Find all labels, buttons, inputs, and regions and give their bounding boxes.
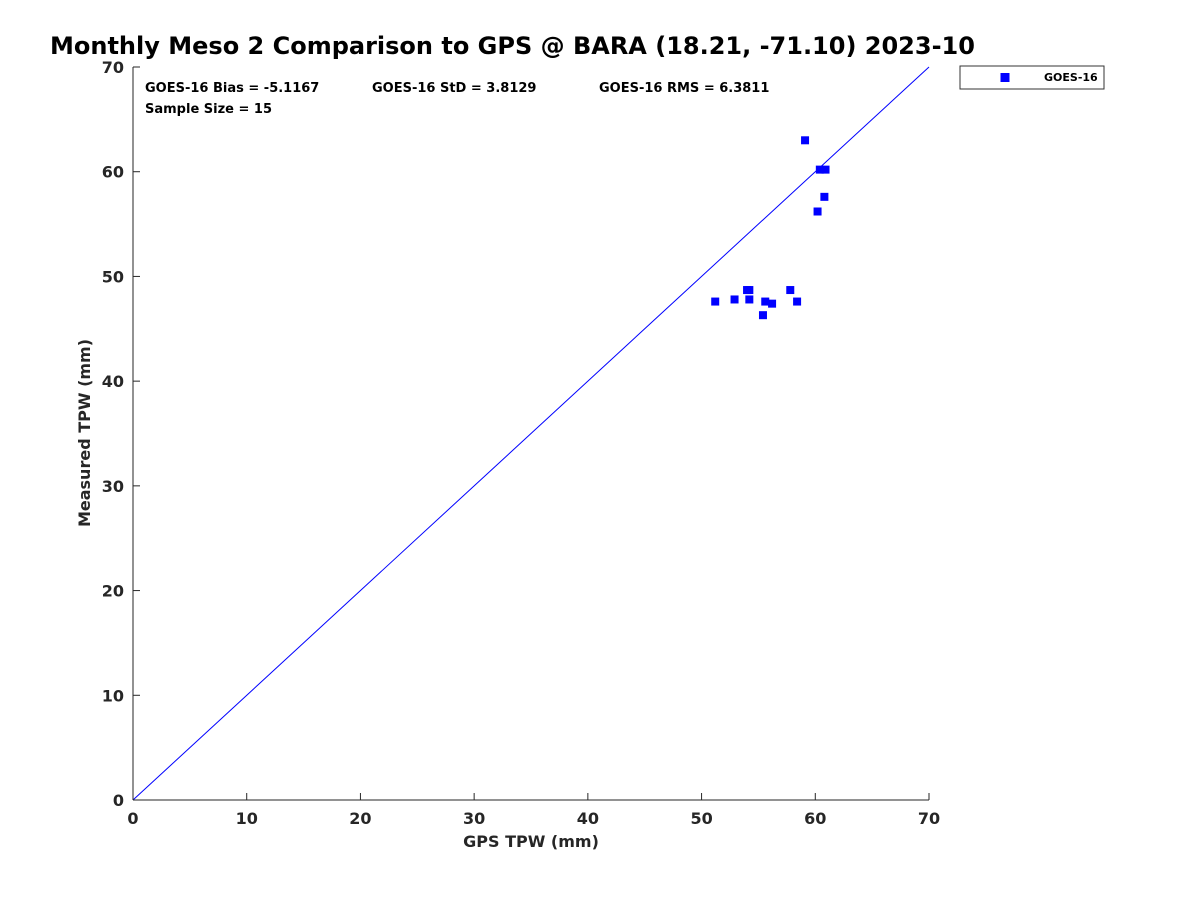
data-point xyxy=(745,286,754,295)
legend: GOES-16 xyxy=(959,65,1105,90)
y-tick-label: 20 xyxy=(102,582,124,601)
data-point xyxy=(815,165,824,174)
data-point xyxy=(711,297,720,306)
legend-label: GOES-16 xyxy=(1044,71,1098,84)
data-point xyxy=(730,295,739,304)
x-tick-label: 10 xyxy=(236,809,258,828)
y-tick-label: 60 xyxy=(102,163,124,182)
data-point xyxy=(786,286,795,295)
x-tick-label: 0 xyxy=(127,809,138,828)
data-point xyxy=(813,207,822,216)
plot-area: 0 10 20 30 40 50 60 70 0 10 20 30 40 50 60 70 xyxy=(102,58,940,828)
y-tick-label: 10 xyxy=(102,686,124,705)
data-point xyxy=(745,295,754,304)
data-point xyxy=(801,136,810,145)
data-point xyxy=(761,297,770,306)
data-point xyxy=(820,192,829,201)
data-point xyxy=(758,311,767,320)
y-tick-label: 0 xyxy=(113,791,124,810)
data-point xyxy=(768,299,777,308)
x-tick-label: 20 xyxy=(349,809,371,828)
data-point xyxy=(793,297,802,306)
sample-size-annotation: Sample Size = 15 xyxy=(145,102,272,117)
std-annotation: GOES-16 StD = 3.8129 xyxy=(372,81,536,96)
y-tick-label: 40 xyxy=(102,372,124,391)
x-axis-label: GPS TPW (mm) xyxy=(463,832,599,851)
legend-marker-square xyxy=(1000,73,1010,82)
y-axis-label: Measured TPW (mm) xyxy=(75,339,94,527)
y-tick-label: 30 xyxy=(102,477,124,496)
x-tick-label: 30 xyxy=(463,809,485,828)
legend-box xyxy=(959,65,1105,90)
one-to-one-line xyxy=(132,66,930,801)
stats-annotations: GOES-16 Bias = -5.1167 GOES-16 StD = 3.8… xyxy=(145,81,769,117)
x-tick-label: 50 xyxy=(690,809,712,828)
data-point xyxy=(821,165,830,174)
bias-annotation: GOES-16 Bias = -5.1167 xyxy=(145,81,319,96)
rms-annotation: GOES-16 RMS = 6.3811 xyxy=(599,81,769,96)
x-axis-ticks: 0 10 20 30 40 50 60 70 xyxy=(127,793,940,828)
x-tick-label: 70 xyxy=(918,809,940,828)
y-axis-ticks: 0 10 20 30 40 50 60 70 xyxy=(102,58,140,810)
x-tick-label: 60 xyxy=(804,809,826,828)
chart-title: Monthly Meso 2 Comparison to GPS @ BARA … xyxy=(50,32,975,60)
x-tick-label: 40 xyxy=(577,809,599,828)
data-points xyxy=(711,136,830,320)
y-tick-label: 70 xyxy=(102,58,124,77)
y-tick-label: 50 xyxy=(102,267,124,286)
